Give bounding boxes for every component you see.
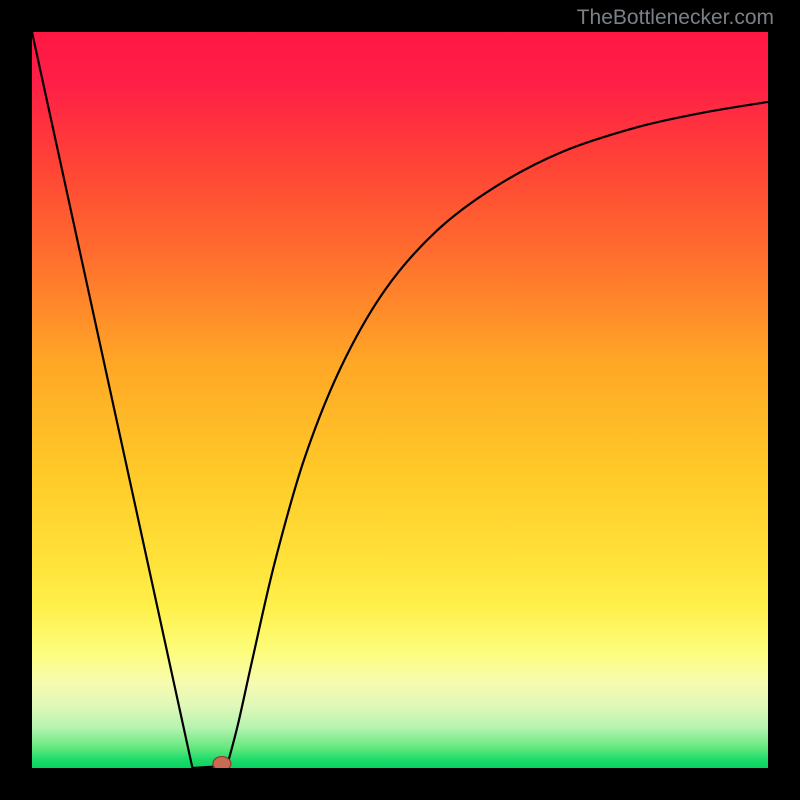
chart-background [32, 32, 768, 768]
optimal-point-marker [213, 757, 231, 768]
chart-svg [32, 32, 768, 768]
watermark-text: TheBottlenecker.com [577, 6, 774, 30]
chart-plot-area [32, 32, 768, 768]
